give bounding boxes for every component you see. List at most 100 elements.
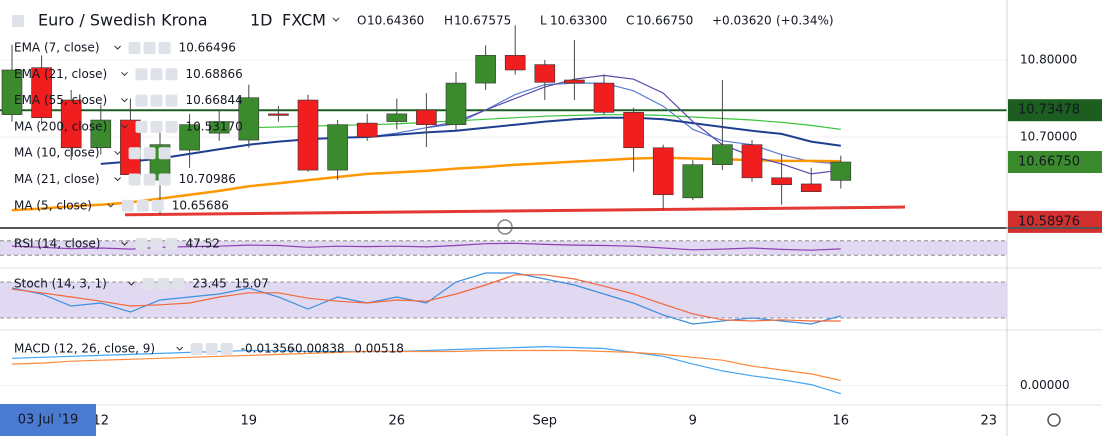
candle-body xyxy=(593,82,615,113)
legend-name[interactable]: MA (21, close) xyxy=(14,172,100,186)
indicator-line xyxy=(11,156,841,212)
price-label: 10.73478 xyxy=(1018,103,1080,118)
ohlc-key: C xyxy=(626,14,634,28)
pane-name[interactable]: RSI (14, close) xyxy=(14,237,100,251)
candle-body xyxy=(268,113,289,116)
candle-body xyxy=(504,55,526,71)
ohlc-value: 10.63300 xyxy=(550,14,607,28)
legend-name[interactable]: EMA (55, close) xyxy=(14,93,107,107)
legend-icon[interactable] xyxy=(136,199,149,212)
candle-body xyxy=(386,113,408,122)
legend-name[interactable]: MA (200, close) xyxy=(14,119,107,133)
ohlc-value: 10.64360 xyxy=(367,14,424,28)
legend-name[interactable]: EMA (7, close) xyxy=(14,41,100,55)
legend-value: 47.52 xyxy=(186,237,220,251)
change-pct: (+0.34%) xyxy=(776,14,834,28)
x-tick-label: 12 xyxy=(93,414,110,429)
legend-icon[interactable] xyxy=(165,238,178,250)
chevron[interactable] xyxy=(332,17,340,22)
candle-body xyxy=(830,161,852,181)
legend-value: 10.53170 xyxy=(186,119,243,133)
candle-body xyxy=(652,147,674,196)
legend-icon[interactable] xyxy=(150,238,163,250)
legend-icon[interactable] xyxy=(135,94,148,107)
legend-chevron[interactable] xyxy=(128,281,135,286)
candle-body xyxy=(475,55,496,84)
legend-icon[interactable] xyxy=(135,68,148,81)
indicator-line xyxy=(11,345,841,395)
legend-icon[interactable] xyxy=(142,278,155,290)
legend-chevron[interactable] xyxy=(121,71,128,77)
x-tick-label: 16 xyxy=(833,414,850,429)
legend-chevron[interactable] xyxy=(121,241,128,246)
legend-icon[interactable] xyxy=(143,147,156,160)
indicator-line xyxy=(11,272,841,325)
indicator-line xyxy=(100,116,841,165)
candle-body xyxy=(327,124,348,171)
legend-chevron[interactable] xyxy=(121,98,128,103)
legend-icon[interactable] xyxy=(158,173,171,186)
x-tick-label: 23 xyxy=(981,414,998,429)
legend-name[interactable]: EMA (21, close) xyxy=(14,67,107,81)
candle-body xyxy=(445,82,467,125)
legend-chevron[interactable] xyxy=(114,45,121,50)
legend-icon[interactable] xyxy=(135,238,148,250)
legend-value: -0.00838 xyxy=(291,342,345,356)
pane-name[interactable]: Stoch (14, 3, 1) xyxy=(14,277,107,291)
legend-icon[interactable] xyxy=(205,343,218,355)
legend-chevron[interactable] xyxy=(107,203,115,208)
legend-icon[interactable] xyxy=(143,42,156,54)
band xyxy=(0,240,1007,256)
legend-icon[interactable] xyxy=(150,94,163,107)
legend-icon[interactable] xyxy=(128,42,141,54)
legend-icon[interactable] xyxy=(143,173,156,186)
indicator-line xyxy=(11,242,841,251)
candle-body xyxy=(800,183,822,192)
legend-chevron[interactable] xyxy=(114,177,121,182)
x-tick-label: Sep xyxy=(533,414,558,429)
settings-gear[interactable] xyxy=(1047,413,1061,427)
legend-icon[interactable] xyxy=(151,199,164,212)
legend-icon[interactable] xyxy=(121,199,134,212)
legend-icon[interactable] xyxy=(150,120,163,133)
interval[interactable]: 1D xyxy=(250,11,273,30)
legend-chevron[interactable] xyxy=(114,150,121,155)
candle-body xyxy=(208,121,230,134)
legend-value: 15.07 xyxy=(234,277,268,291)
legend-icon[interactable] xyxy=(172,278,185,290)
symbol-icon[interactable] xyxy=(12,15,24,27)
chart-title: Euro / Swedish Krona xyxy=(38,11,208,30)
legend-icon[interactable] xyxy=(165,120,178,133)
legend-value: -0.01356 xyxy=(241,342,295,356)
candle-body xyxy=(1,69,23,115)
indicator-line xyxy=(426,74,841,175)
candle-body xyxy=(534,64,556,83)
candle-body xyxy=(416,109,437,125)
trendline xyxy=(124,205,906,217)
legend-value: 0.00518 xyxy=(354,342,404,356)
legend-name[interactable]: MA (10, close) xyxy=(14,146,100,160)
legend-icon[interactable] xyxy=(190,343,203,355)
legend-icon[interactable] xyxy=(220,343,233,355)
legend-value: 10.70986 xyxy=(179,172,236,186)
pane-name[interactable]: MACD (12, 26, close, 9) xyxy=(14,342,155,356)
candle-body xyxy=(179,124,200,151)
legend-icon[interactable] xyxy=(128,147,141,160)
legend-icon[interactable] xyxy=(157,278,170,290)
legend-icon[interactable] xyxy=(135,120,148,133)
legend-icon[interactable] xyxy=(158,42,171,54)
change: +0.03620 xyxy=(712,14,772,28)
legend-chevron[interactable] xyxy=(121,124,128,129)
legend-icon[interactable] xyxy=(165,94,178,107)
legend-icon[interactable] xyxy=(150,68,163,81)
legend-value: 10.66496 xyxy=(179,41,236,55)
candle-body xyxy=(60,99,82,149)
legend-icon[interactable] xyxy=(128,173,141,186)
legend-chevron[interactable] xyxy=(176,346,184,351)
legend-icon[interactable] xyxy=(158,147,171,160)
y-tick-label: 0.00000 xyxy=(1020,378,1070,392)
legend-icon[interactable] xyxy=(165,68,178,81)
legend-name[interactable]: MA (5, close) xyxy=(14,198,92,212)
x-tick-label: 26 xyxy=(389,414,406,429)
